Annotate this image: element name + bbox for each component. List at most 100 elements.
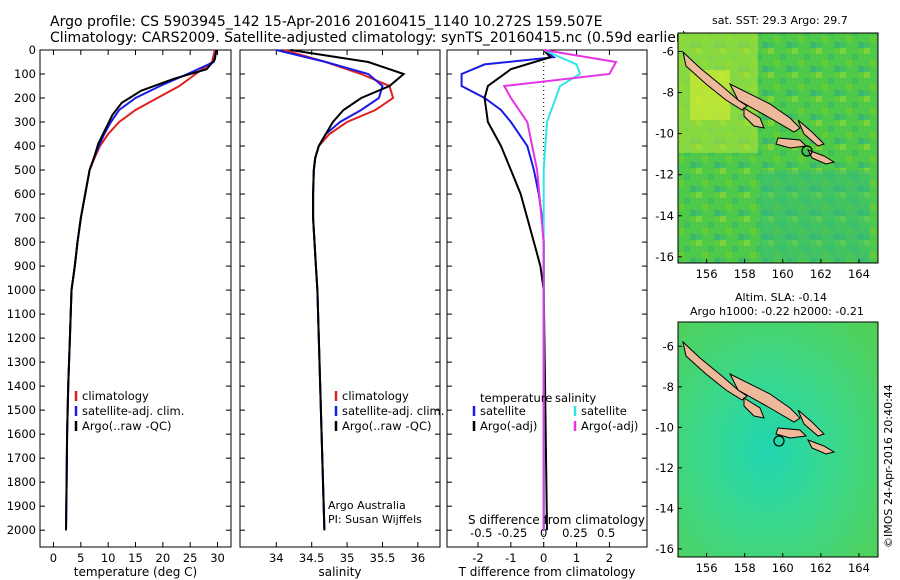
y-tick-label: 400 [14, 139, 36, 153]
map-x-tick-label: 158 [734, 561, 756, 575]
map-x-tick-label: 156 [696, 561, 718, 575]
y-tick-label: 2000 [7, 523, 36, 537]
profile-panel-2: -2 -1 0 1 2 -0.5 -0.25 0 0.25 0.5 T difference fro… [446, 49, 648, 579]
y-tick-label: 500 [14, 163, 36, 177]
y-tick-label: 1900 [7, 499, 36, 513]
y-tick-label: 1800 [7, 475, 36, 489]
legend-label: satellite [581, 404, 627, 418]
map-y-tick-label: -12 [655, 168, 674, 182]
y-tick-label: 600 [14, 187, 36, 201]
x-axis-label: salinity [318, 565, 361, 579]
sst-cool-region [760, 170, 870, 260]
legend-label: climatology [342, 389, 409, 403]
x2-tick-label: -0.25 [498, 526, 528, 540]
annotation-argo-australia: Argo Australia [328, 499, 406, 512]
x-tick-label: 5 [77, 551, 84, 565]
x-tick-label: 0 [540, 551, 547, 565]
series-line-argo--adj- [502, 49, 618, 531]
map-y-tick-label: -8 [663, 380, 674, 394]
legend-label: satellite [480, 404, 526, 418]
x-tick-label: 34 [269, 551, 284, 565]
map-x-tick-label: 162 [810, 561, 832, 575]
map-x-tick-label: 158 [734, 267, 756, 281]
x-tick-label: 2 [606, 551, 613, 565]
map-y-tick-label: -14 [655, 501, 674, 515]
legend-label: Argo(..raw -QC) [82, 419, 172, 433]
sst-map-title: sat. SST: 29.3 Argo: 29.7 [712, 14, 848, 27]
y-tick-label: 1400 [7, 379, 36, 393]
plot-frame [239, 49, 441, 548]
map-y-tick-label: -16 [655, 542, 674, 556]
profile-panel-1: 34 34.5 35 35.5 36 salinity climatologysatelli… [239, 49, 444, 579]
argo-float-marker-sst [801, 145, 813, 157]
map-y-tick-label: -10 [655, 127, 674, 141]
map-y-tick-label: -16 [655, 250, 674, 264]
x2-axis-label: S difference from climatology [468, 513, 645, 527]
annotation-pi: PI: Susan Wijffels [328, 513, 422, 526]
map-y-tick-label: -10 [655, 420, 674, 434]
x-tick-label: -2 [472, 551, 483, 565]
y-tick-label: 800 [14, 235, 36, 249]
y-tick-label: 700 [14, 211, 36, 225]
y-tick-label: 200 [14, 91, 36, 105]
x-tick-label: 35.5 [370, 551, 396, 565]
map-y-tick-label: -8 [663, 86, 674, 100]
y-tick-label: 300 [14, 115, 36, 129]
map-y-tick-label: -14 [655, 209, 674, 223]
map-x-tick-label: 164 [848, 267, 870, 281]
y-tick-label: 1600 [7, 427, 36, 441]
plot-frame [39, 49, 232, 548]
series-line-argo---raw--qc- [290, 49, 406, 531]
map-x-tick-label: 160 [772, 561, 794, 575]
legend-label: Argo(..raw -QC) [342, 419, 432, 433]
sla-map-frame [677, 321, 879, 558]
x-tick-label: 20 [156, 551, 171, 565]
sst-map: sat. SST: 29.3 Argo: 29.7 156 158 160 162 16… [655, 14, 879, 281]
map-x-tick-label: 162 [810, 267, 832, 281]
x-tick-label: 30 [210, 551, 225, 565]
y-tick-label: 1200 [7, 331, 36, 345]
sst-map-frame [677, 32, 879, 264]
figure-title-line1: Argo profile: CS 5903945_142 15-Apr-2016… [50, 14, 602, 30]
x-tick-label: 25 [183, 551, 198, 565]
credit-text: ©IMOS 24-Apr-2016 20:40:44 [882, 384, 895, 548]
figure-title-line2: Climatology: CARS2009. Satellite-adjuste… [50, 30, 687, 46]
y-tick-label: 1100 [7, 307, 36, 321]
map-x-tick-label: 164 [848, 561, 870, 575]
x-tick-label: 15 [128, 551, 143, 565]
legend-label: climatology [82, 389, 149, 403]
y-tick-label: 900 [14, 259, 36, 273]
map-y-tick-label: -12 [655, 461, 674, 475]
map-y-tick-label: -6 [663, 44, 674, 58]
y-tick-label: 1700 [7, 451, 36, 465]
x2-tick-label: 0 [540, 526, 547, 540]
x-axis-label: temperature (deg C) [74, 565, 197, 579]
islands-sla [682, 340, 836, 455]
y-tick-label: 1500 [7, 403, 36, 417]
series-line-argo--adj- [483, 49, 553, 531]
x-tick-label: 0 [50, 551, 57, 565]
map-y-tick-label: -6 [663, 339, 674, 353]
x2-tick-label: 0.5 [597, 526, 615, 540]
sla-map: Altim. SLA: -0.14 Argo h1000: -0.22 h200… [655, 291, 879, 575]
x2-tick-label: -0.5 [470, 526, 492, 540]
sla-map-title-line1: Altim. SLA: -0.14 [735, 291, 827, 304]
y-tick-label: 1300 [7, 355, 36, 369]
sla-map-title-line2: Argo h1000: -0.22 h2000: -0.21 [690, 305, 864, 318]
x-tick-label: 1 [573, 551, 580, 565]
legend-label: satellite-adj. clim. [342, 404, 444, 418]
sla-map-field [678, 322, 878, 557]
x-axis-label: T difference from climatology [458, 565, 636, 579]
y-tick-label: 100 [14, 67, 36, 81]
x-tick-label: 35 [340, 551, 355, 565]
x-tick-label: 10 [101, 551, 116, 565]
x-tick-label: -1 [505, 551, 516, 565]
legend-label: Argo(-adj) [581, 419, 638, 433]
x-tick-label: 34.5 [299, 551, 325, 565]
legend-label: Argo(-adj) [480, 419, 537, 433]
profile-panel-0: 0 5 10 15 20 25 30 temperature (deg C) 0 100 200 30… [7, 43, 232, 579]
y-tick-label: 0 [29, 43, 36, 57]
islands-sst [682, 50, 836, 165]
argo-float-marker-sla [773, 435, 785, 447]
